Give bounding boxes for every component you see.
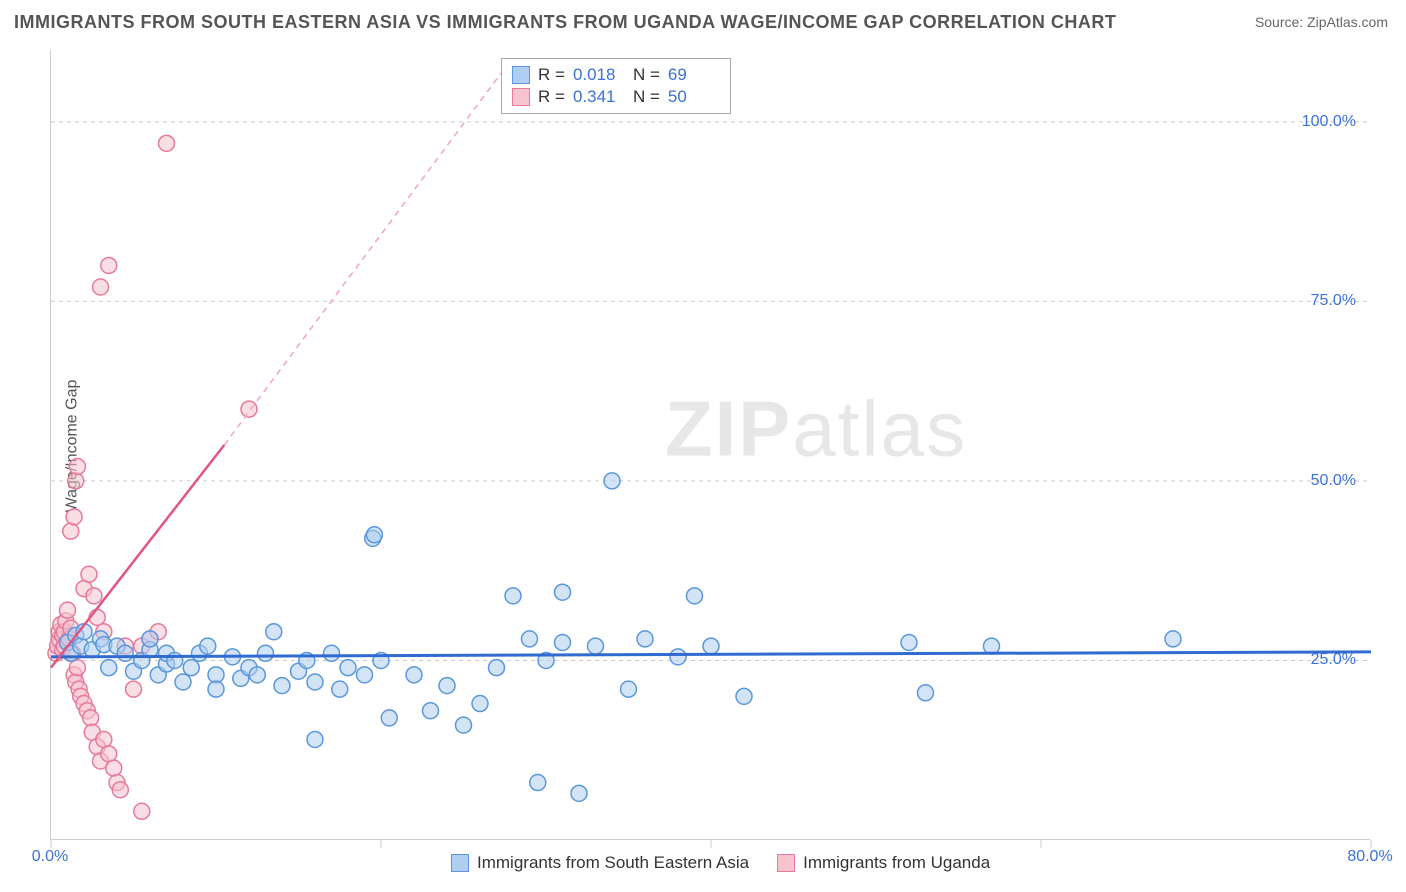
swatch-sea — [512, 66, 530, 84]
scatter-chart: ZIPatlas R = 0.018 N = 69 R = 0.341 N = … — [50, 50, 1370, 840]
legend-label-sea: Immigrants from South Eastern Asia — [477, 853, 749, 873]
plot-svg — [51, 50, 1370, 839]
swatch-uganda — [512, 88, 530, 106]
source-label: Source: ZipAtlas.com — [1255, 14, 1388, 30]
legend-stats-row-uganda: R = 0.341 N = 50 — [512, 87, 720, 107]
legend-stats: R = 0.018 N = 69 R = 0.341 N = 50 — [501, 58, 731, 114]
y-tick-label: 25.0% — [1311, 651, 1356, 669]
legend-label-uganda: Immigrants from Uganda — [803, 853, 990, 873]
y-tick-label: 50.0% — [1311, 472, 1356, 490]
y-tick-label: 75.0% — [1311, 292, 1356, 310]
legend-item-sea: Immigrants from South Eastern Asia — [451, 853, 749, 873]
y-tick-label: 100.0% — [1302, 113, 1356, 131]
page-title: IMMIGRANTS FROM SOUTH EASTERN ASIA VS IM… — [14, 12, 1116, 33]
legend-series: Immigrants from South Eastern Asia Immig… — [451, 853, 990, 873]
legend-stats-row-sea: R = 0.018 N = 69 — [512, 65, 720, 85]
x-tick-label: 80.0% — [1347, 848, 1392, 866]
legend-item-uganda: Immigrants from Uganda — [777, 853, 990, 873]
x-tick-label: 0.0% — [32, 848, 68, 866]
swatch-sea-icon — [451, 854, 469, 872]
swatch-uganda-icon — [777, 854, 795, 872]
